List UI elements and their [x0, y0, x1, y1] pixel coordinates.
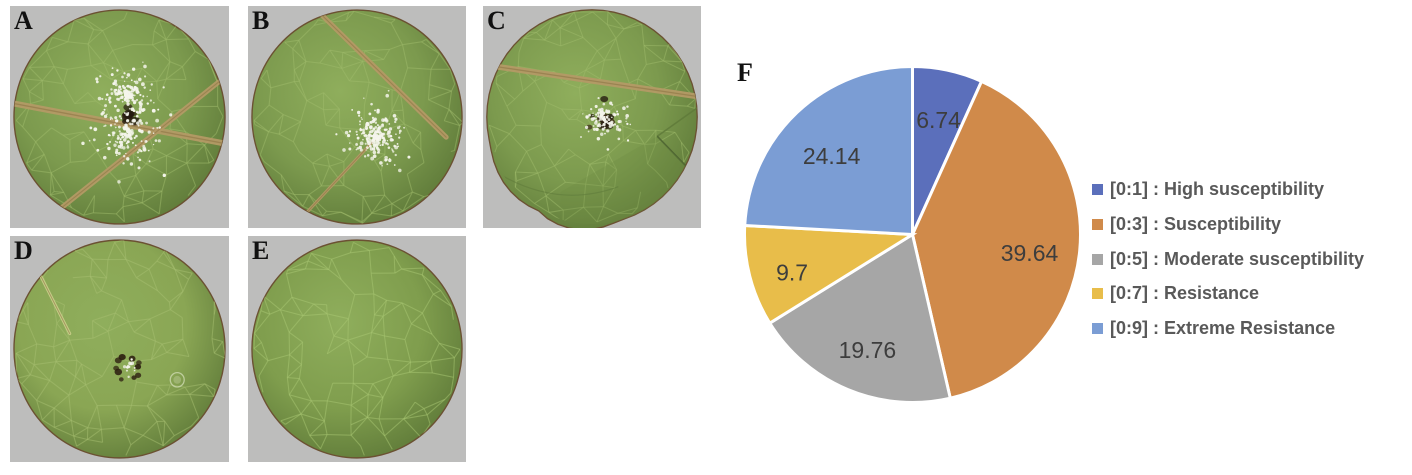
svg-text:6.74: 6.74: [916, 107, 961, 133]
svg-text:9.7: 9.7: [776, 259, 808, 285]
svg-text:19.76: 19.76: [839, 337, 897, 363]
svg-text:24.14: 24.14: [803, 143, 861, 169]
svg-text:39.64: 39.64: [1001, 240, 1059, 266]
